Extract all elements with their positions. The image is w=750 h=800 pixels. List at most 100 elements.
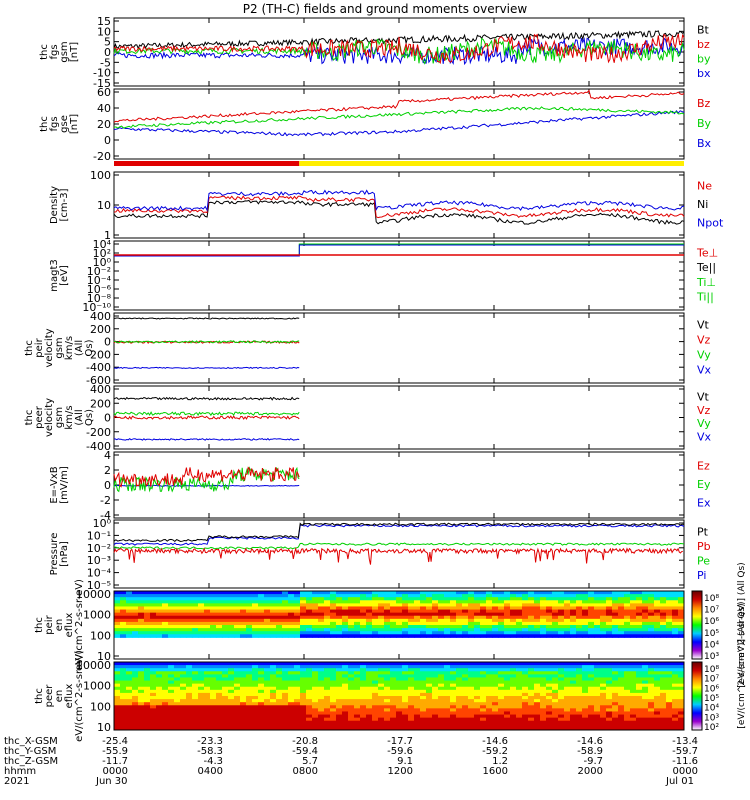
heatmap-cell (456, 662, 463, 666)
heatmap-cell (516, 699, 523, 703)
heatmap-cell (594, 708, 601, 712)
heatmap-cell (492, 674, 499, 678)
heatmap-cell (522, 671, 529, 675)
heatmap-cell (162, 662, 169, 666)
heatmap-cell (522, 621, 529, 626)
heatmap-cell (528, 668, 535, 672)
heatmap-cell (204, 699, 211, 703)
heatmap-cell (450, 677, 457, 682)
heatmap-cell (156, 628, 163, 632)
heatmap-cell (408, 609, 415, 614)
heatmap-cell (414, 717, 421, 722)
heatmap-cell (576, 591, 583, 595)
heatmap-cell (540, 612, 547, 617)
heatmap-cell (384, 723, 391, 728)
heatmap-cell (168, 686, 175, 691)
heatmap-cell (492, 597, 499, 601)
heatmap-cell (192, 720, 199, 725)
heatmap-cell (408, 603, 415, 607)
heatmap-cell (144, 628, 151, 632)
heatmap-cell (180, 689, 187, 694)
heatmap-cell (510, 628, 517, 632)
heatmap-cell (624, 591, 631, 595)
heatmap-cell (600, 668, 607, 672)
heatmap-cell (504, 680, 511, 685)
heatmap-cell (366, 665, 373, 669)
heatmap-cell (618, 615, 625, 620)
heatmap-cell (156, 668, 163, 672)
heatmap-cell (474, 702, 481, 706)
heatmap-cell (618, 594, 625, 598)
heatmap-cell (438, 699, 445, 703)
heatmap-cell (468, 702, 475, 706)
heatmap-cell (582, 720, 589, 725)
heatmap-cell (492, 609, 499, 614)
heatmap-cell (672, 702, 679, 706)
heatmap-cell (162, 726, 169, 731)
heatmap-cell (654, 680, 661, 685)
heatmap-cell (252, 631, 259, 635)
heatmap-cell (216, 634, 223, 638)
heatmap-cell (504, 723, 511, 728)
heatmap-cell (588, 597, 595, 601)
heatmap-cell (186, 692, 193, 697)
heatmap-cell (306, 677, 313, 682)
heatmap-cell (276, 671, 283, 675)
heatmap-cell (204, 717, 211, 722)
heatmap-cell (216, 625, 223, 629)
heatmap-cell (132, 606, 139, 611)
heatmap-cell (246, 714, 253, 719)
heatmap-cell (264, 625, 271, 629)
heatmap-cell (288, 699, 295, 703)
heatmap-cell (600, 662, 607, 666)
heatmap-cell (312, 677, 319, 682)
heatmap-cell (516, 634, 523, 638)
heatmap-cell (126, 677, 133, 682)
heatmap-cell (516, 705, 523, 709)
heatmap-cell (486, 699, 493, 703)
heatmap-cell (528, 600, 535, 604)
heatmap-cell (576, 600, 583, 604)
heatmap-cell (396, 597, 403, 601)
heatmap-cell (612, 720, 619, 725)
heatmap-cell (654, 692, 661, 697)
heatmap-cell (384, 594, 391, 598)
heatmap-cell (120, 696, 127, 700)
heatmap-cell (474, 686, 481, 691)
heatmap-cell (594, 692, 601, 697)
heatmap-cell (150, 662, 157, 666)
heatmap-cell (642, 600, 649, 604)
heatmap-cell (636, 696, 643, 700)
heatmap-cell (270, 625, 277, 629)
heatmap-cell (324, 708, 331, 712)
heatmap-cell (282, 702, 289, 706)
heatmap-cell (240, 612, 247, 617)
heatmap-cell (678, 702, 685, 706)
heatmap-cell (612, 705, 619, 709)
heatmap-cell (246, 609, 253, 614)
heatmap-cell (246, 634, 253, 638)
heatmap-cell (582, 692, 589, 697)
heatmap-cell (360, 692, 367, 697)
heatmap-cell (138, 689, 145, 694)
heatmap-cell (330, 714, 337, 719)
heatmap-cell (426, 683, 433, 688)
heatmap-cell (438, 591, 445, 595)
heatmap-cell (576, 612, 583, 617)
heatmap-cell (468, 714, 475, 719)
heatmap-cell (582, 686, 589, 691)
heatmap-cell (204, 621, 211, 626)
heatmap-cell (174, 631, 181, 635)
heatmap-cell (438, 702, 445, 706)
heatmap-cell (240, 671, 247, 675)
heatmap-cell (330, 692, 337, 697)
heatmap-cell (678, 594, 685, 598)
heatmap-cell (642, 689, 649, 694)
heatmap-cell (360, 662, 367, 666)
heatmap-cell (498, 686, 505, 691)
heatmap-cell (648, 628, 655, 632)
heatmap-cell (300, 680, 307, 685)
heatmap-cell (678, 726, 685, 731)
heatmap-cell (630, 677, 637, 682)
heatmap-cell (228, 692, 235, 697)
